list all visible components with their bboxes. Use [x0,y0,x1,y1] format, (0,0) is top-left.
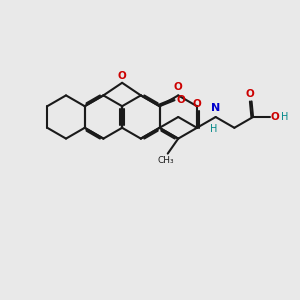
Text: N: N [211,103,220,113]
Text: O: O [193,99,201,109]
Text: O: O [174,82,183,92]
Text: H: H [211,124,218,134]
Text: O: O [177,95,185,105]
Text: O: O [118,71,127,81]
Text: CH₃: CH₃ [158,156,175,165]
Text: O: O [246,89,254,99]
Text: O: O [271,112,280,122]
Text: H: H [281,112,288,122]
